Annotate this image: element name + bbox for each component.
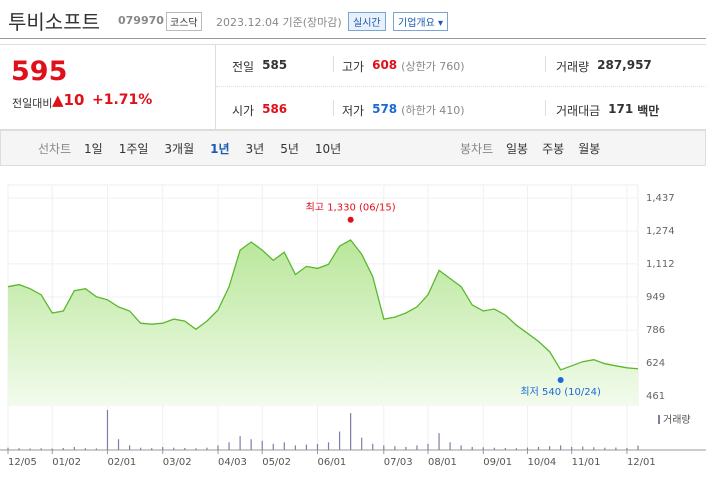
stock-name: 투비소프트 bbox=[8, 10, 100, 34]
y-tick-label: 786 bbox=[646, 325, 665, 336]
period-tab[interactable]: 10년 bbox=[314, 142, 342, 156]
candle-tab[interactable]: 주봉 bbox=[542, 142, 565, 156]
company-button-label: 기업개요 bbox=[398, 18, 435, 29]
annotation-dot bbox=[557, 376, 564, 383]
candle-tab[interactable]: 일봉 bbox=[506, 142, 529, 156]
price-line bbox=[7, 239, 639, 371]
stat-value: 578 bbox=[372, 102, 398, 116]
stat-value: 171 bbox=[608, 102, 634, 116]
market-badge: 코스닥 bbox=[166, 12, 202, 31]
annotation-label: 최고 1,330 (06/15) bbox=[306, 202, 396, 214]
x-tick-label: 10/04 bbox=[527, 457, 556, 468]
period-tab[interactable]: 1일 bbox=[84, 142, 103, 156]
period-tab[interactable]: 5년 bbox=[280, 142, 299, 156]
stock-code: 079970 bbox=[118, 14, 164, 27]
x-tick-label: 05/02 bbox=[262, 457, 291, 468]
divider bbox=[0, 38, 706, 39]
volume-legend-icon bbox=[658, 415, 660, 424]
divider bbox=[215, 44, 216, 129]
divider bbox=[333, 56, 334, 72]
y-tick-label: 1,437 bbox=[646, 193, 675, 204]
change-rate: +1.71% bbox=[92, 92, 153, 108]
stat-note: (하한가 410) bbox=[401, 104, 465, 117]
divider bbox=[216, 86, 706, 87]
quote-box bbox=[0, 44, 706, 130]
divider bbox=[333, 100, 334, 116]
stat-label: 저가 bbox=[342, 104, 365, 118]
x-tick-label: 07/03 bbox=[384, 457, 413, 468]
stat-value: 287,957 bbox=[597, 58, 652, 72]
x-tick-label: 12/01 bbox=[627, 457, 656, 468]
x-tick-label: 02/01 bbox=[107, 457, 136, 468]
y-tick-label: 949 bbox=[646, 292, 665, 303]
stat-label: 고가 bbox=[342, 60, 365, 74]
stat-label: 거래량 bbox=[556, 60, 590, 74]
stat-note: (상한가 760) bbox=[401, 60, 465, 73]
x-tick-label: 04/03 bbox=[218, 457, 247, 468]
x-tick-label: 09/01 bbox=[483, 457, 512, 468]
annotation-label: 최저 540 (10/24) bbox=[520, 386, 601, 398]
price-area bbox=[8, 240, 638, 405]
stat-label: 전일 bbox=[232, 60, 255, 74]
candle-tab[interactable]: 월봉 bbox=[578, 142, 601, 156]
company-button[interactable]: 기업개요 ▾ bbox=[393, 12, 449, 31]
stat-unit: 백만 bbox=[637, 104, 660, 118]
period-tab[interactable]: 3개월 bbox=[164, 142, 195, 156]
volume-legend: 거래량 bbox=[663, 414, 691, 426]
stat-value: 608 bbox=[372, 58, 398, 72]
change-label: 전일대비 bbox=[12, 97, 53, 110]
y-tick-label: 1,112 bbox=[646, 259, 675, 270]
tab-label: 봉차트 bbox=[460, 142, 494, 156]
annotation-dot bbox=[347, 216, 354, 223]
stat-value: 585 bbox=[262, 58, 288, 72]
base-date: 2023.12.04 기준(장마감) bbox=[216, 16, 342, 29]
x-tick-label: 06/01 bbox=[317, 457, 346, 468]
x-tick-label: 11/01 bbox=[572, 457, 601, 468]
stat-label: 거래대금 bbox=[556, 104, 601, 118]
period-tab[interactable]: 1주일 bbox=[118, 142, 149, 156]
y-tick-label: 1,274 bbox=[646, 226, 675, 237]
chart: 1,437 1,274 1,112 949 786 624 461 12/05 01/02 02/… bbox=[0, 184, 706, 468]
realtime-button[interactable]: 실시간 bbox=[348, 12, 386, 31]
tab-bar bbox=[0, 130, 706, 166]
stat-label: 시가 bbox=[232, 104, 255, 118]
current-price: 595 bbox=[11, 56, 68, 87]
change: ▲10 bbox=[52, 91, 85, 109]
y-tick-label: 624 bbox=[646, 358, 665, 369]
change-value: 10 bbox=[63, 91, 85, 109]
x-tick-label: 01/02 bbox=[52, 457, 81, 468]
x-tick-label: 12/05 bbox=[8, 457, 37, 468]
tab-label: 선차트 bbox=[38, 142, 72, 156]
period-tab[interactable]: 1년 bbox=[210, 142, 230, 156]
x-tick-label: 03/02 bbox=[163, 457, 192, 468]
y-tick-label: 461 bbox=[646, 391, 665, 402]
stat-value: 586 bbox=[262, 102, 288, 116]
x-tick-label: 08/01 bbox=[428, 457, 457, 468]
period-tab[interactable]: 3년 bbox=[245, 142, 265, 156]
divider bbox=[545, 100, 546, 116]
divider bbox=[545, 56, 546, 72]
